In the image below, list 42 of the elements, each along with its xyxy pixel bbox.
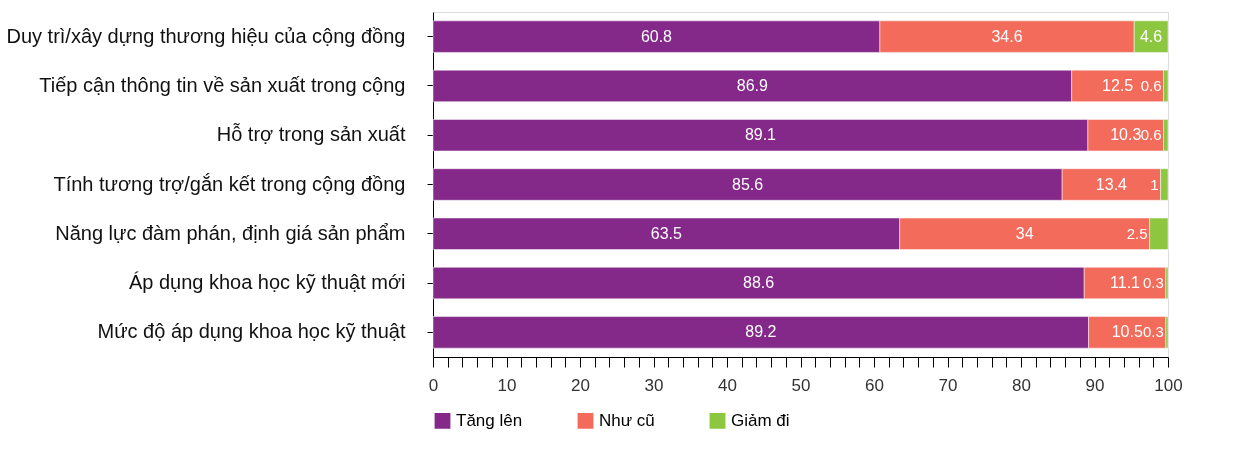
data-label: 85.6	[732, 175, 764, 193]
data-label: 88.6	[743, 274, 775, 292]
x-tick-label: 20	[571, 375, 590, 395]
x-tick-label: 100	[1154, 375, 1183, 395]
x-tick-label: 40	[718, 375, 737, 395]
data-label: 60.8	[640, 27, 673, 45]
y-tick-label: Năng lực đàm phán, định giá sản phẩm	[55, 221, 406, 244]
x-tick-label: 90	[1085, 375, 1105, 395]
y-tick-label: Tính tương trợ/gắn kết trong cộng đồng	[53, 172, 406, 195]
y-tick-label: Mức độ áp dụng khoa học kỹ thuật	[97, 320, 406, 343]
legend-label: Như cũ	[599, 410, 655, 430]
data-label: 2.5	[1126, 224, 1148, 242]
data-label: 13.4	[1095, 175, 1128, 193]
x-tick-label: 10	[497, 375, 517, 395]
data-label: 10.5	[1111, 323, 1143, 341]
x-tick-label: 0	[428, 375, 439, 395]
legend-label: Giảm đi	[731, 410, 790, 430]
x-tick-label: 50	[791, 375, 811, 395]
x-tick-label: 80	[1012, 375, 1031, 395]
legend-label: Tăng lên	[456, 410, 523, 430]
data-label: 86.9	[736, 76, 769, 94]
y-tick-label: Áp dụng khoa học kỹ thuật mới	[128, 271, 406, 294]
x-tick-label: 70	[938, 375, 958, 395]
data-label: 0.6	[1140, 76, 1162, 94]
data-label: 1	[1150, 175, 1159, 193]
data-label: 0.3	[1142, 323, 1164, 341]
data-label: 89.1	[744, 126, 777, 144]
y-tick-label: Hỗ trợ trong sản xuất	[216, 123, 406, 146]
data-label: 0.6	[1140, 126, 1162, 144]
data-label: 11.1	[1110, 274, 1141, 292]
data-label: 63.5	[650, 224, 683, 242]
data-label: 34.6	[991, 27, 1023, 45]
data-label: 12.5	[1102, 76, 1134, 94]
data-label: 4.6	[1139, 27, 1163, 45]
data-label: 34	[1015, 224, 1034, 242]
data-label: 89.2	[745, 323, 777, 341]
y-tick-label: Tiếp cận thông tin về sản xuất trong cộng	[39, 73, 406, 96]
data-label: 10.3	[1110, 126, 1142, 144]
data-label: 0.3	[1142, 274, 1164, 292]
x-tick-label: 30	[644, 375, 664, 395]
y-tick-label: Duy trì/xây dựng thương hiệu của cộng đồng	[6, 24, 406, 47]
x-tick-label: 60	[865, 375, 884, 395]
